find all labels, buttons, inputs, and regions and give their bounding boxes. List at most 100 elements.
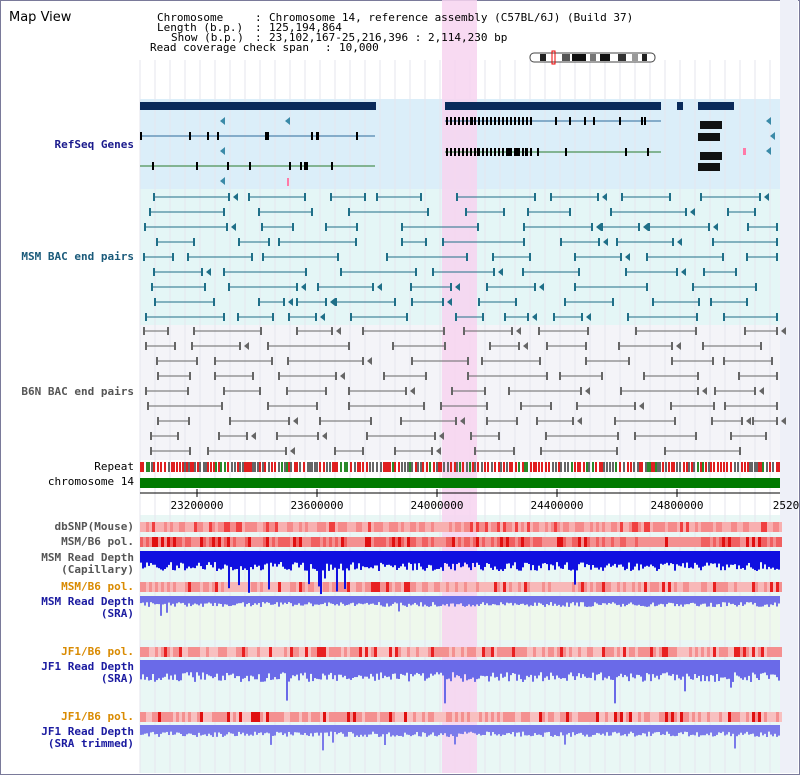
dbsnp-cell [380,522,383,532]
track-label-refseq[interactable]: RefSeq Genes [54,138,134,151]
jf1-pol-cell [719,647,722,657]
track-label-jf1-pol[interactable]: JF1/B6 pol. [61,645,134,658]
track-label-jf1-depth-trimmed[interactable]: JF1 Read Depth [41,725,134,738]
track-label-repeat[interactable]: Repeat [94,460,134,473]
msm-pol-sra-cell [308,582,311,592]
track-label-jf1-pol-trimmed[interactable]: JF1/B6 pol. [61,710,134,723]
msm-depth-sra-bar [536,596,538,606]
ideogram-band [600,54,610,61]
msm-depth-cap-bar [540,551,542,569]
msm-bac-end [311,208,313,216]
track-label-jf1-depth[interactable]: JF1 Read Depth [41,660,134,673]
msm-pol-sra-cell [173,582,176,592]
jf1-depth-trim-bar [148,725,150,737]
refseq-exon-cluster [698,133,720,141]
msm-depth-cap-bar [280,551,282,563]
msm-depth-cap-bar [332,551,334,570]
dbsnp-cell [146,522,149,532]
repeat-element [179,462,181,472]
track-label-dbsnp[interactable]: dbSNP(Mouse) [54,520,134,533]
track-label-msm-b6-pol[interactable]: MSM/B6 pol. [61,535,134,548]
repeat-element [311,462,313,472]
jf1-pol-trim-cell [629,712,632,722]
msm-depth-cap-bar [548,551,550,571]
repeat-element [319,462,321,472]
jf1-depth-bar [588,660,590,678]
msm-depth-sra-bar [426,596,428,607]
msm-depth-sra-bar [330,596,332,604]
dbsnp-cell [620,522,623,532]
jf1-pol-cell [713,647,716,657]
jf1-depth-bar [442,660,444,676]
repeat-element [756,462,758,472]
jf1-pol-cell [572,647,575,657]
msm-pol-sra-cell [644,582,647,592]
dbsnp-cell [761,522,764,532]
jf1-pol-trim-cell [347,712,350,722]
jf1-pol-trim-cell [140,712,143,722]
msm-depth-sra-bar [216,596,218,607]
jf1-pol-cell [347,647,350,657]
msm-pol-sra-cell [671,582,674,592]
repeat-element [151,462,153,472]
jf1-pol-trim-cell [626,712,629,722]
msm-depth-cap-bar [184,551,186,571]
repeat-element [524,462,526,472]
msm-bac-end [712,238,714,246]
jf1-depth-bar [248,660,250,682]
track-label-b6n-bac[interactable]: B6N BAC end pairs [21,385,134,398]
msm-depth-sra-bar [396,596,398,604]
msm-depth-cap-bar [306,551,308,571]
msm-pol-cell [521,537,524,547]
track-label-msm-depth-capillary[interactable]: MSM Read Depth [41,551,134,564]
jf1-depth-bar [174,660,176,675]
msm-pol-cell [350,537,353,547]
dbsnp-cell [161,522,164,532]
msm-bac-arrow [231,223,236,231]
jf1-depth-trim-bar [772,725,774,737]
b6n-bac-end [695,327,697,335]
jf1-pol-cell [554,647,557,657]
jf1-depth-trim-bar [186,725,188,735]
track-label-msm-b6-pol-sra[interactable]: MSM/B6 pol. [61,580,134,593]
msm-depth-cap-bar [598,551,600,570]
msm-pol-cell [488,537,491,547]
b6n-bac-end [405,387,407,395]
msm-depth-cap-bar [688,551,690,569]
jf1-depth-trim-bar [738,725,740,735]
dbsnp-cell [290,522,293,532]
msm-depth-sra-bar [252,596,254,605]
jf1-depth-trim-bar [348,725,350,732]
jf1-pol-cell [533,647,536,657]
jf1-pol-cell [293,647,296,657]
track-label-msm-depth-sra[interactable]: MSM Read Depth [41,595,134,608]
msm-depth-sra-bar [492,596,494,605]
msm-pol-sra-cell [194,582,197,592]
msm-depth-sra-bar [748,596,750,603]
msm-pol-cell [389,537,392,547]
msm-pol-sra-cell [482,582,485,592]
jf1-depth-trim-bar [608,725,610,736]
msm-pol-cell [344,537,347,547]
msm-bac-end [776,313,778,321]
b6n-bac-end [319,417,321,425]
msm-pol-sra-cell [221,582,224,592]
jf1-pol-trim-cell [188,712,191,722]
jf1-depth-bar [338,660,340,675]
jf1-pol-cell [596,647,599,657]
jf1-depth-bar [724,660,726,678]
msm-depth-cap-bar [776,551,778,569]
msm-depth-sra-bar [666,596,668,605]
jf1-depth-bar [674,660,676,681]
jf1-pol-trim-cell [689,712,692,722]
repeat-element [171,462,173,472]
msm-depth-sra-bar [200,596,202,604]
jf1-pol-trim-cell [317,712,320,722]
msm-pol-sra-cell [707,582,710,592]
repeat-element [203,462,205,472]
track-label-msm-bac[interactable]: MSM BAC end pairs [21,250,134,263]
dbsnp-cell [155,522,158,532]
msm-pol-cell [674,537,677,547]
msm-pol-cell [512,537,515,547]
